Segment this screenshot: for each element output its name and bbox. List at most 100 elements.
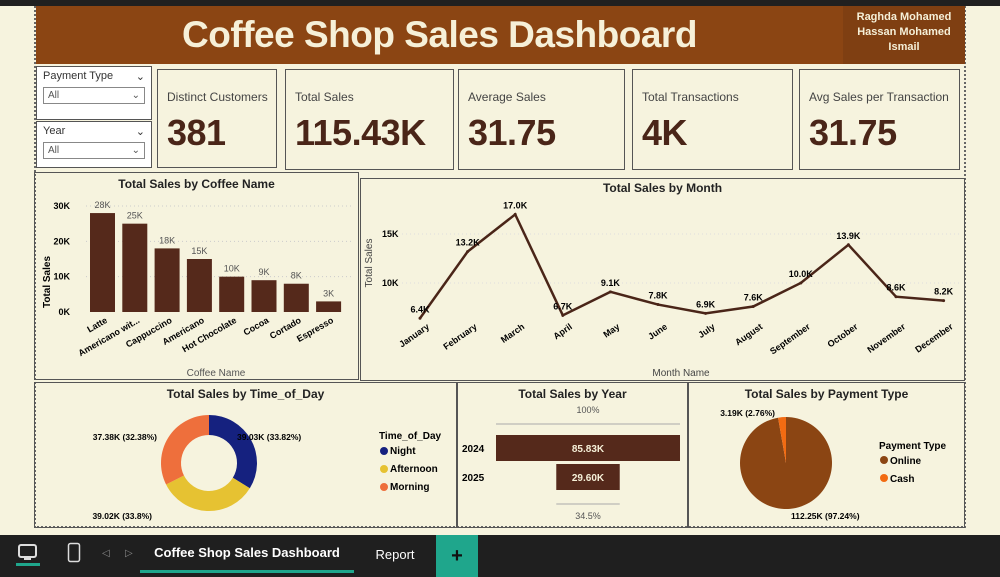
data-label: 9.1K xyxy=(601,278,621,288)
legend-marker xyxy=(380,465,388,473)
data-label: 39.03K (33.82%) xyxy=(237,432,301,442)
card-avg-sales-per-transaction: Avg Sales per Transaction 31.75 xyxy=(799,69,960,170)
page-title: Coffee Shop Sales Dashboard xyxy=(182,14,697,55)
payment-type-dropdown[interactable]: All ⌄ xyxy=(43,87,145,104)
x-tick-label: October xyxy=(826,321,860,349)
add-page-button[interactable]: + xyxy=(436,535,478,577)
card-title: Total Sales xyxy=(295,90,354,104)
year-chart: Total Sales by Year xyxy=(457,382,688,528)
card-value: 381 xyxy=(167,112,226,153)
data-label: 17.0K xyxy=(503,200,528,210)
desktop-view-icon[interactable] xyxy=(16,542,40,566)
legend-item: Morning xyxy=(390,482,429,493)
tab-coffee-shop-sales-dashboard[interactable]: Coffee Shop Sales Dashboard xyxy=(140,535,354,573)
card-average-sales: Average Sales 31.75 xyxy=(458,69,625,170)
legend-item: Afternoon xyxy=(390,464,438,475)
card-value: 31.75 xyxy=(468,112,556,153)
legend-item: Cash xyxy=(890,474,914,485)
mobile-view-icon[interactable] xyxy=(67,542,81,564)
data-label: 7.6K xyxy=(744,293,764,303)
data-label: 15K xyxy=(191,246,207,256)
x-tick-label: June xyxy=(646,321,669,341)
data-label: 85.83K xyxy=(572,444,605,455)
data-point xyxy=(846,243,850,247)
data-label: 25K xyxy=(127,211,143,221)
legend-marker xyxy=(880,474,888,482)
chart-title: Total Sales by Coffee Name xyxy=(118,177,275,191)
data-label: 29.60K xyxy=(572,473,605,484)
data-label: 39.02K (33.8%) xyxy=(92,511,152,521)
data-point xyxy=(656,303,660,307)
payment-type-slicer: Payment Type ⌄ All ⌄ xyxy=(36,66,152,120)
chevron-down-icon[interactable]: ⌄ xyxy=(135,126,145,138)
tab-report[interactable]: Report xyxy=(375,546,415,562)
data-label: 10.0K xyxy=(789,269,814,279)
pie-slice-cash xyxy=(778,417,786,463)
year-dropdown[interactable]: All ⌄ xyxy=(43,142,145,159)
author-box: Raghda Mohamed Hassan Mohamed Ismail xyxy=(843,6,965,64)
header-banner: Coffee Shop Sales Dashboard xyxy=(36,6,843,64)
bar xyxy=(219,276,245,312)
time-of-day-chart: Total Sales by Time_of_Day xyxy=(34,382,457,528)
month-line-chart-svg: Total Sales Month Name 10K 15K 6.4K January… xyxy=(364,200,960,379)
donut-slice-night xyxy=(209,415,257,489)
chevron-down-icon[interactable]: ⌄ xyxy=(135,71,145,83)
data-label: 6.7K xyxy=(553,301,573,311)
legend-title: Payment Type xyxy=(879,441,946,452)
previous-page-icon[interactable]: ◁ xyxy=(102,548,110,559)
chart-title: Total Sales by Month xyxy=(602,181,723,195)
data-label: 6.9K xyxy=(696,299,716,309)
x-tick-label: January xyxy=(397,321,431,349)
chart-title: Total Sales by Payment Type xyxy=(744,387,909,401)
data-point xyxy=(894,295,898,299)
y-category-label: 2025 xyxy=(462,473,485,484)
chevron-down-icon: ⌄ xyxy=(131,145,140,156)
y-category-label: 2024 xyxy=(462,444,485,455)
data-label: 6.4K xyxy=(410,304,430,314)
bar xyxy=(122,223,148,312)
dropdown-value: All xyxy=(48,145,60,156)
x-tick-label: Latte xyxy=(85,315,109,334)
card-total-sales: Total Sales 115.43K xyxy=(285,69,454,170)
bar xyxy=(186,259,212,312)
data-point xyxy=(942,299,946,303)
card-value: 31.75 xyxy=(809,112,897,153)
y-tick-label: 0K xyxy=(58,307,70,317)
bar xyxy=(316,301,342,312)
percent-label: 100% xyxy=(576,405,599,415)
percent-label: 34.5% xyxy=(575,511,601,521)
data-point xyxy=(751,305,755,309)
top-bar xyxy=(0,0,1000,6)
data-label: 18K xyxy=(159,235,175,245)
dropdown-value: All xyxy=(48,90,60,101)
year-slicer: Year ⌄ All ⌄ xyxy=(36,121,152,168)
next-page-icon[interactable]: ▷ xyxy=(125,548,133,559)
data-point xyxy=(608,290,612,294)
x-tick-label: May xyxy=(601,321,621,339)
x-tick-label: February xyxy=(441,321,478,351)
data-point xyxy=(799,281,803,285)
data-label: 8K xyxy=(291,271,302,281)
coffee-bar-chart-svg: Total Sales Coffee Name 0K 10K 20K 30K 28K La… xyxy=(42,200,354,379)
donut-slice-morning xyxy=(161,415,209,485)
legend-item: Night xyxy=(390,446,416,457)
legend-item: Online xyxy=(890,456,922,467)
data-point xyxy=(704,311,708,315)
data-point xyxy=(513,212,517,216)
data-point xyxy=(418,316,422,320)
data-label: 13.9K xyxy=(836,231,861,241)
card-title: Average Sales xyxy=(468,90,546,104)
bar xyxy=(251,280,277,312)
legend-marker xyxy=(380,447,388,455)
legend-marker xyxy=(380,483,388,491)
funnel-bar xyxy=(496,435,680,461)
chevron-down-icon: ⌄ xyxy=(131,90,140,101)
data-point xyxy=(561,313,565,317)
card-total-transactions: Total Transactions 4K xyxy=(632,69,793,170)
x-tick-label: November xyxy=(865,321,907,355)
x-axis-label: Coffee Name xyxy=(187,368,246,379)
y-axis-label: Total Sales xyxy=(42,256,53,308)
data-label: 37.38K (32.38%) xyxy=(93,432,157,442)
funnel-bar xyxy=(556,464,620,490)
card-distinct-customers: Distinct Customers 381 xyxy=(157,69,277,168)
